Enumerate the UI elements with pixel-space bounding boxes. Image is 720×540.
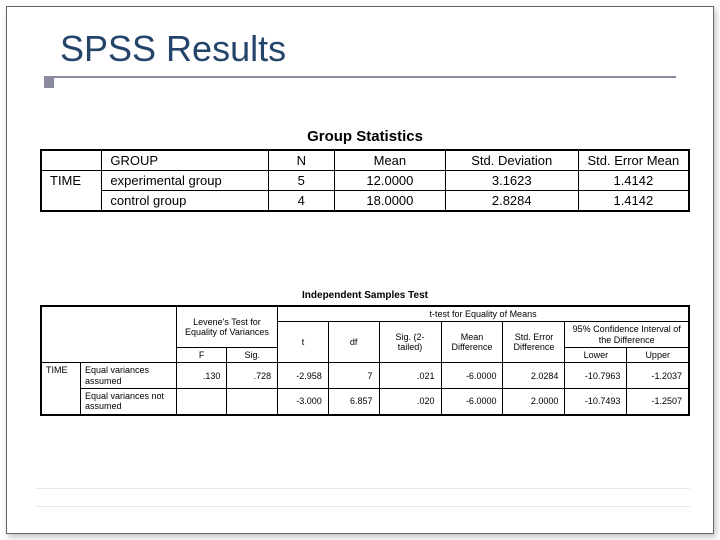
cell-sediff: 2.0284 — [503, 363, 565, 389]
table-row: control group 4 18.0000 2.8284 1.4142 — [41, 191, 689, 212]
col-sd: Std. Deviation — [445, 150, 578, 171]
cell-assump: Equal variances assumed — [80, 363, 176, 389]
col-lower: Lower — [565, 348, 627, 363]
cell-t: -3.000 — [278, 389, 329, 415]
cell-sig2: .020 — [379, 389, 441, 415]
cell-sediff: 2.0000 — [503, 389, 565, 415]
col-sig2: Sig. (2-tailed) — [379, 322, 441, 363]
col-sig: Sig. — [227, 348, 278, 363]
cell-se: 1.4142 — [578, 171, 689, 191]
cell-t: -2.958 — [278, 363, 329, 389]
col-ttest: t-test for Equality of Means — [278, 306, 689, 322]
cell-df: 7 — [328, 363, 379, 389]
cell-mean: 12.0000 — [335, 171, 446, 191]
cell-f: .130 — [176, 363, 227, 389]
col-blank — [41, 150, 102, 171]
cell-group: experimental group — [102, 171, 268, 191]
col-blank — [41, 306, 176, 363]
independent-test-table: Levene's Test for Equality of Variances … — [40, 305, 690, 416]
cell-assump: Equal variances not assumed — [80, 389, 176, 415]
cell-n: 4 — [268, 191, 334, 212]
col-ci: 95% Confidence Interval of the Differenc… — [565, 322, 689, 348]
table-row: TIME experimental group 5 12.0000 3.1623… — [41, 171, 689, 191]
col-f: F — [176, 348, 227, 363]
col-mean: Mean — [335, 150, 446, 171]
cell-meandiff: -6.0000 — [441, 363, 503, 389]
row-var: TIME — [41, 363, 80, 415]
cell-sig — [227, 389, 278, 415]
group-statistics-section: Group Statistics GROUP N Mean Std. Devia… — [40, 128, 690, 212]
cell-sig2: .021 — [379, 363, 441, 389]
slide-frame — [6, 6, 714, 534]
independent-test-section: Independent Samples Test Levene's Test f… — [40, 290, 690, 416]
cell-sig: .728 — [227, 363, 278, 389]
cell-upper: -1.2507 — [627, 389, 689, 415]
title-rule — [44, 76, 676, 78]
cell-lower: -10.7963 — [565, 363, 627, 389]
table-header-row: Levene's Test for Equality of Variances … — [41, 306, 689, 322]
ghost-line — [36, 488, 690, 489]
cell-se: 1.4142 — [578, 191, 689, 212]
col-n: N — [268, 150, 334, 171]
cell-mean: 18.0000 — [335, 191, 446, 212]
col-group: GROUP — [102, 150, 268, 171]
cell-meandiff: -6.0000 — [441, 389, 503, 415]
cell-n: 5 — [268, 171, 334, 191]
cell-sd: 3.1623 — [445, 171, 578, 191]
cell-upper: -1.2037 — [627, 363, 689, 389]
row-var: TIME — [41, 171, 102, 212]
cell-lower: -10.7493 — [565, 389, 627, 415]
col-upper: Upper — [627, 348, 689, 363]
group-statistics-title: Group Statistics — [40, 128, 690, 145]
title-bullet — [44, 78, 54, 88]
ghost-line — [36, 506, 690, 507]
independent-test-title: Independent Samples Test — [40, 290, 690, 301]
table-row: TIME Equal variances assumed .130 .728 -… — [41, 363, 689, 389]
cell-sd: 2.8284 — [445, 191, 578, 212]
cell-f — [176, 389, 227, 415]
cell-group: control group — [102, 191, 268, 212]
col-df: df — [328, 322, 379, 363]
group-statistics-table: GROUP N Mean Std. Deviation Std. Error M… — [40, 149, 690, 212]
col-levene: Levene's Test for Equality of Variances — [176, 306, 277, 348]
title-block: SPSS Results — [50, 28, 670, 78]
slide-title: SPSS Results — [60, 28, 670, 70]
col-t: t — [278, 322, 329, 363]
col-sediff: Std. Error Difference — [503, 322, 565, 363]
col-meandiff: Mean Difference — [441, 322, 503, 363]
col-se: Std. Error Mean — [578, 150, 689, 171]
table-row: Equal variances not assumed -3.000 6.857… — [41, 389, 689, 415]
table-header-row: GROUP N Mean Std. Deviation Std. Error M… — [41, 150, 689, 171]
cell-df: 6.857 — [328, 389, 379, 415]
